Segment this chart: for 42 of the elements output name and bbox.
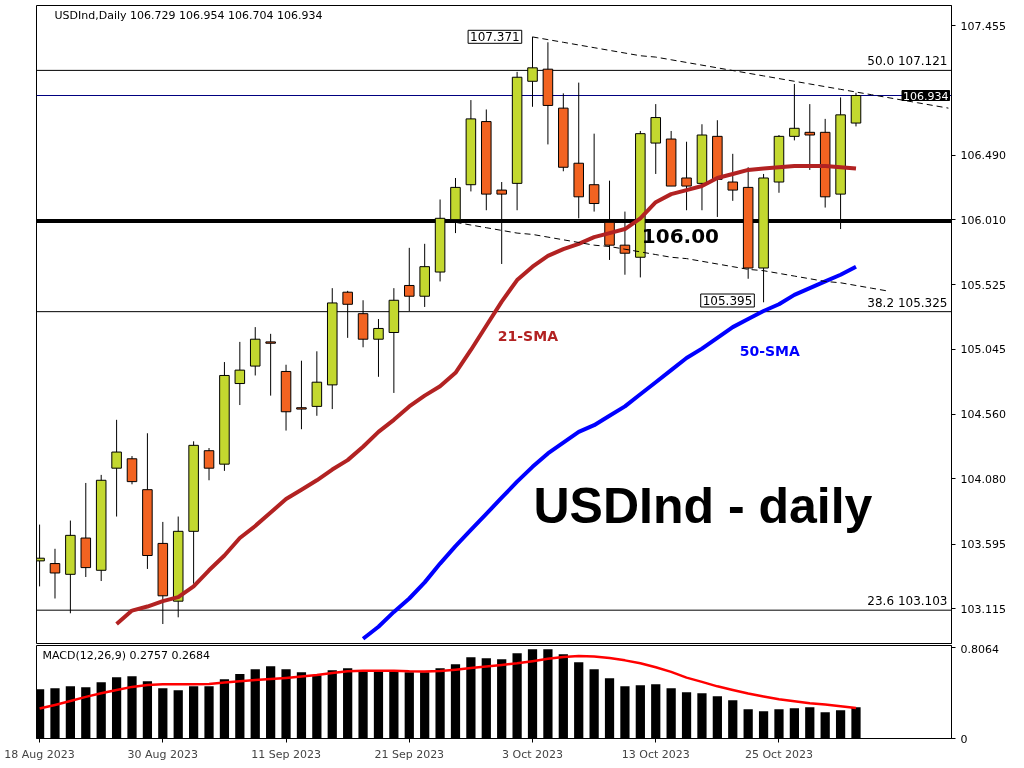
y-tick-label: 103.595	[960, 538, 1006, 552]
chart-title: USDInd,Daily 106.729 106.954 106.704 106.934	[54, 8, 323, 22]
x-tick-label: 18 Aug 2023	[4, 747, 75, 761]
y-tick-label: 105.045	[960, 343, 1006, 357]
candlestick	[789, 83, 800, 141]
candlestick	[588, 133, 600, 213]
x-tick-label: 13 Oct 2023	[621, 747, 690, 761]
ref-line-label: 106.934	[903, 89, 949, 103]
candlestick	[126, 455, 138, 485]
annotation: 105.395	[702, 294, 753, 308]
x-tick-label: 30 Aug 2023	[127, 747, 199, 761]
candlestick	[265, 333, 276, 397]
series-label: 50-SMA	[739, 343, 800, 359]
candlestick	[373, 318, 384, 378]
ref-line-label: 38.2 105.325	[867, 295, 948, 310]
annotation: 107.371	[470, 30, 520, 45]
y-tick-label: 0	[960, 732, 968, 746]
ref-line-label: 50.0 107.121	[867, 54, 948, 69]
candlestick	[681, 141, 692, 211]
y-tick-label: 106.010	[960, 213, 1006, 227]
y-tick-label: 107.455	[960, 19, 1006, 33]
chart-title: MACD(12,26,9) 0.2757 0.2684	[42, 648, 211, 662]
y-tick-label: 104.080	[960, 472, 1006, 486]
candlestick	[727, 153, 739, 202]
candlestick	[203, 447, 215, 481]
x-tick-label: 21 Sep 2023	[374, 747, 445, 761]
candlestick	[296, 360, 307, 430]
x-tick-label: 25 Oct 2023	[744, 747, 813, 761]
candlestick	[111, 419, 122, 518]
candlestick	[804, 103, 816, 171]
y-tick-label: 106.490	[960, 149, 1006, 163]
candlestick	[234, 341, 246, 406]
annotation: USDInd - daily	[533, 477, 873, 534]
x-tick-label: 11 Sep 2023	[251, 747, 321, 761]
y-tick-label: 0.8064	[960, 642, 999, 656]
y-tick-label: 103.115	[960, 602, 1006, 616]
x-tick-label: 3 Oct 2023	[502, 747, 564, 761]
series-label: 21-SMA	[497, 327, 559, 344]
candlestick	[49, 548, 61, 599]
ref-line-label: 23.6 103.103	[867, 594, 948, 609]
y-tick-label: 105.525	[960, 278, 1006, 292]
y-tick-label: 104.560	[960, 408, 1006, 422]
